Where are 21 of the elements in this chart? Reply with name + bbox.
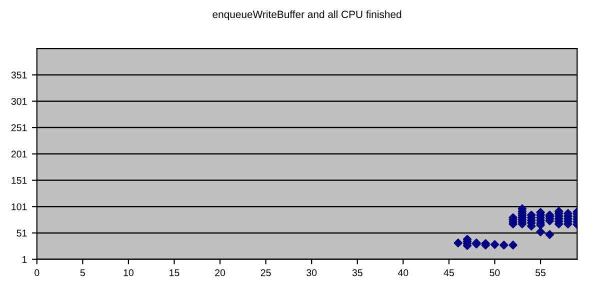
y-tick-label: 251 — [11, 124, 27, 132]
x-tick-label: 40 — [398, 269, 408, 276]
chart-title: enqueueWriteBuffer and all CPU finished — [212, 10, 402, 20]
x-tick-label: 50 — [490, 269, 500, 276]
y-tick-label: 301 — [11, 98, 27, 105]
x-tick-label: 45 — [444, 269, 454, 276]
x-tick-label: 35 — [352, 269, 362, 276]
x-tick-label: 55 — [536, 269, 546, 276]
y-tick-label: 201 — [11, 150, 27, 158]
x-tick-label: 10 — [124, 269, 134, 276]
y-tick-label: 51 — [16, 230, 27, 237]
y-tick-label: 101 — [12, 203, 27, 210]
x-tick-label: 0 — [34, 269, 40, 276]
x-tick-label: 30 — [306, 269, 317, 276]
x-tick-label: 25 — [260, 269, 271, 276]
y-tick-label: 151 — [12, 177, 27, 184]
x-tick-label: 20 — [215, 269, 226, 276]
x-tick-label: 15 — [170, 269, 180, 276]
y-tick-label: 1 — [22, 256, 27, 263]
y-tick-label: 351 — [11, 72, 27, 78]
x-tick-label: 5 — [80, 269, 85, 276]
